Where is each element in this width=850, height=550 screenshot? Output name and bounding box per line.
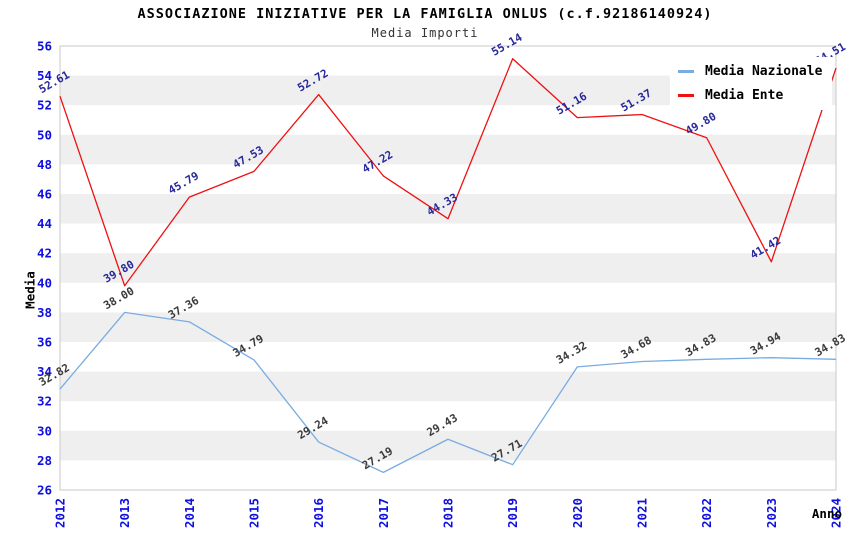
- plot-band: [60, 253, 836, 283]
- y-axis-title: Media: [22, 271, 38, 309]
- plot-border: [59, 45, 837, 491]
- y-tick-label: 38: [37, 305, 52, 320]
- x-tick-label: 2024: [829, 498, 844, 528]
- y-tick-label: 46: [37, 187, 52, 202]
- x-tick-label: 2023: [764, 498, 779, 528]
- plot-band: [60, 371, 836, 402]
- y-tick-label: 44: [37, 216, 52, 231]
- legend-item-media-ente: Media Ente: [678, 88, 822, 103]
- y-tick-label: 56: [37, 39, 52, 54]
- x-tick-label: 2021: [635, 498, 650, 528]
- y-tick-label: 40: [37, 275, 52, 290]
- x-tick-label: 2019: [505, 498, 520, 528]
- series-line-media-ente: [59, 58, 837, 287]
- x-tick-label: 2016: [311, 498, 326, 528]
- chart-subtitle: Media Importi: [371, 26, 479, 40]
- legend: Media Nazionale Media Ente: [670, 57, 833, 110]
- x-tick-label: 2014: [182, 498, 197, 528]
- x-tick-label: 2022: [699, 498, 714, 528]
- y-tick-label: 28: [37, 453, 52, 468]
- x-tick-label: 2013: [117, 498, 132, 528]
- chart-title: ASSOCIAZIONE INIZIATIVE PER LA FAMIGLIA …: [137, 6, 713, 22]
- x-tick-label: 2018: [441, 498, 456, 528]
- x-tick-label: 2017: [376, 498, 391, 528]
- y-tick-label: 52: [37, 98, 52, 113]
- x-tick-label: 2015: [247, 498, 262, 528]
- x-tick-label: 2012: [53, 498, 68, 528]
- legend-label-media-ente: Media Ente: [705, 88, 784, 103]
- y-tick-label: 34: [37, 364, 52, 379]
- y-tick-label: 30: [37, 423, 52, 438]
- plot-band: [60, 312, 836, 342]
- plot-band: [60, 430, 836, 461]
- y-tick-label: 42: [37, 246, 52, 261]
- y-tick-label: 50: [37, 127, 52, 142]
- x-tick-label: 2020: [570, 498, 585, 528]
- series-line-media-nazionale: [59, 311, 837, 474]
- legend-label-media-nazionale: Media Nazionale: [705, 64, 823, 79]
- y-tick-label: 26: [37, 483, 52, 498]
- legend-swatch-media-ente-icon: [678, 94, 694, 97]
- plot-band: [60, 134, 836, 165]
- y-tick-label: 36: [37, 335, 52, 350]
- y-tick-label: 48: [37, 157, 52, 172]
- y-tick-label: 32: [37, 394, 52, 409]
- x-axis-title: Anno: [811, 506, 842, 521]
- y-tick-label: 54: [37, 68, 52, 83]
- legend-item-media-nazionale: Media Nazionale: [678, 64, 822, 79]
- legend-swatch-media-nazionale-icon: [678, 70, 694, 73]
